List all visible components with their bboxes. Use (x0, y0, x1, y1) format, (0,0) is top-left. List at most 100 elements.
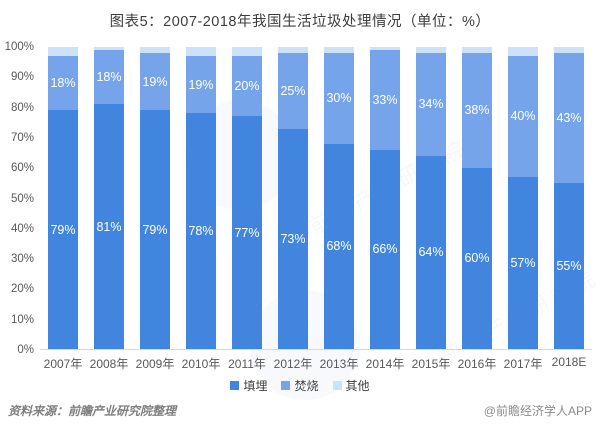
source-note: 资料来源：前瞻产业研究院整理 (8, 404, 177, 418)
y-tick-label: 40% (10, 222, 34, 235)
data-label: 34% (418, 97, 444, 112)
bar-segment-填埋[interactable]: 64% (416, 155, 446, 349)
legend-label: 焚烧 (294, 379, 319, 393)
data-label: 40% (510, 109, 536, 124)
y-tick-label: 10% (10, 313, 34, 326)
bar-column: 78% 19% (178, 47, 224, 349)
bar-segment-其他[interactable] (232, 47, 262, 57)
plot-area: 79% 18% 81% 18% 79% 19% 78% 19% 77% 20% 73% 25% 68% 3… (40, 47, 592, 350)
bar-segment-填埋[interactable]: 68% (324, 143, 354, 349)
stacked-bar[interactable]: 79% 19% (140, 47, 170, 349)
legend-label: 填埋 (243, 379, 268, 393)
data-label: 73% (280, 231, 306, 246)
data-label: 79% (50, 222, 76, 237)
data-label: 33% (372, 92, 398, 107)
bar-column: 79% 19% (132, 47, 178, 349)
bar-segment-填埋[interactable]: 60% (462, 167, 492, 349)
data-label: 38% (464, 103, 490, 118)
stacked-bar[interactable]: 55% 43% (554, 47, 584, 349)
data-label: 66% (372, 242, 398, 257)
bar-segment-填埋[interactable]: 77% (232, 116, 262, 349)
bar-segment-其他[interactable] (186, 47, 216, 57)
y-tick-label: 50% (10, 192, 34, 205)
bars-row: 79% 18% 81% 18% 79% 19% 78% 19% 77% 20% 73% 25% 68% 3… (40, 47, 592, 349)
x-tick-label: 2008年 (89, 357, 129, 371)
bar-segment-填埋[interactable]: 79% (48, 110, 78, 349)
bar-segment-焚烧[interactable]: 34% (416, 53, 446, 156)
bar-segment-焚烧[interactable]: 19% (186, 56, 216, 114)
data-label: 81% (96, 219, 122, 234)
legend-item-其他[interactable]: 其他 (332, 377, 370, 394)
bar-segment-焚烧[interactable]: 38% (462, 53, 492, 168)
stacked-bar[interactable]: 60% 38% (462, 47, 492, 349)
data-label: 64% (418, 245, 444, 260)
bar-segment-焚烧[interactable]: 18% (48, 56, 78, 111)
bar-segment-填埋[interactable]: 55% (554, 182, 584, 349)
legend-item-焚烧[interactable]: 焚烧 (281, 377, 319, 394)
bar-segment-其他[interactable] (508, 47, 538, 57)
bar-segment-焚烧[interactable]: 25% (278, 53, 308, 129)
stacked-bar[interactable]: 78% 19% (186, 47, 216, 349)
bar-column: 60% 38% (454, 47, 500, 349)
bar-segment-其他[interactable] (554, 47, 584, 54)
bar-segment-其他[interactable] (370, 47, 400, 51)
bar-segment-焚烧[interactable]: 18% (94, 50, 124, 105)
bar-segment-填埋[interactable]: 73% (278, 128, 308, 349)
data-label: 60% (464, 251, 490, 266)
bar-segment-填埋[interactable]: 79% (140, 110, 170, 349)
bar-column: 73% 25% (270, 47, 316, 349)
bar-segment-焚烧[interactable]: 33% (370, 50, 400, 150)
y-tick-label: 20% (10, 283, 34, 296)
y-tick-label: 90% (10, 71, 34, 84)
stacked-bar[interactable]: 68% 30% (324, 47, 354, 349)
bar-segment-其他[interactable] (462, 47, 492, 54)
bar-segment-填埋[interactable]: 57% (508, 176, 538, 349)
stacked-bar[interactable]: 79% 18% (48, 47, 78, 349)
bar-segment-填埋[interactable]: 78% (186, 113, 216, 349)
x-tick-label: 2011年 (228, 357, 266, 371)
bar-segment-焚烧[interactable]: 20% (232, 56, 262, 117)
bar-segment-其他[interactable] (416, 47, 446, 54)
x-tick-label: 2007年 (43, 357, 83, 371)
data-label: 43% (556, 110, 582, 125)
data-label: 30% (326, 91, 352, 106)
bar-segment-焚烧[interactable]: 43% (554, 53, 584, 183)
stacked-bar[interactable]: 57% 40% (508, 47, 538, 349)
bar-segment-其他[interactable] (324, 47, 354, 54)
bar-segment-其他[interactable] (140, 47, 170, 54)
data-label: 77% (234, 225, 260, 240)
legend-swatch-icon (230, 381, 240, 390)
bar-column: 55% 43% (546, 47, 592, 349)
bar-segment-其他[interactable] (278, 47, 308, 54)
stacked-bar[interactable]: 81% 18% (94, 47, 124, 349)
legend-item-填埋[interactable]: 填埋 (230, 377, 267, 394)
legend-swatch-icon (281, 381, 291, 390)
bar-segment-焚烧[interactable]: 30% (324, 53, 354, 144)
bar-segment-其他[interactable] (48, 47, 78, 57)
data-label: 55% (556, 258, 582, 273)
data-label: 25% (280, 83, 306, 98)
data-label: 18% (50, 76, 76, 91)
x-tick-label: 2009年 (135, 357, 175, 371)
x-tick-label: 2013年 (319, 357, 359, 371)
bar-column: 68% 30% (316, 47, 362, 349)
stacked-bar[interactable]: 77% 20% (232, 47, 262, 349)
bar-segment-其他[interactable] (94, 47, 124, 51)
stacked-bar[interactable]: 73% 25% (278, 47, 308, 349)
stacked-bar[interactable]: 66% 33% (370, 47, 400, 349)
data-label: 19% (188, 77, 214, 92)
y-tick-label: 0% (17, 344, 34, 356)
stacked-bar[interactable]: 64% 34% (416, 47, 446, 349)
bar-segment-填埋[interactable]: 66% (370, 149, 400, 349)
data-label: 20% (234, 79, 260, 94)
bar-segment-焚烧[interactable]: 40% (508, 56, 538, 177)
bar-segment-焚烧[interactable]: 19% (140, 53, 170, 111)
bar-segment-填埋[interactable]: 81% (94, 104, 124, 349)
bar-column: 57% 40% (500, 47, 546, 349)
y-tick-label: 100% (4, 41, 34, 53)
y-tick-label: 60% (10, 162, 34, 175)
x-axis: 2007年 2008年 2009年 2010年 2011年 2012年 2013年 2014年… (40, 355, 592, 372)
x-tick-label: 2012年 (273, 357, 313, 371)
x-tick-label: 2017年 (503, 357, 543, 371)
